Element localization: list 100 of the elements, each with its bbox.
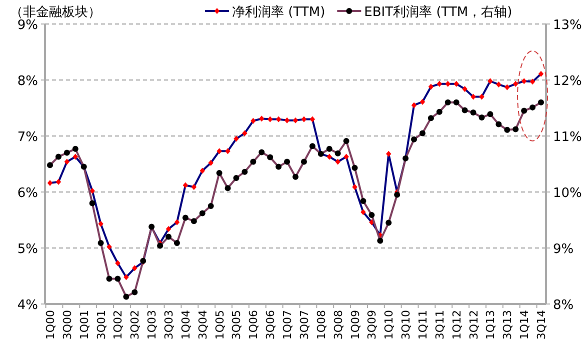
point — [234, 136, 239, 142]
point — [309, 143, 316, 150]
point — [190, 218, 197, 224]
point — [106, 276, 112, 282]
point — [242, 130, 248, 136]
point — [360, 209, 366, 216]
x-tick-label: 1Q10 — [382, 310, 396, 340]
point — [326, 146, 332, 152]
point — [191, 184, 197, 190]
point — [377, 238, 384, 244]
x-tick-label: 1Q09 — [348, 310, 362, 340]
y2-tick-label: 11% — [553, 130, 582, 145]
point — [513, 80, 518, 87]
x-tick-label: 1Q05 — [213, 310, 226, 340]
x-tick-label: 3Q08 — [332, 310, 345, 340]
point — [250, 118, 256, 124]
point — [420, 98, 426, 105]
point — [419, 130, 426, 136]
point — [242, 168, 248, 175]
x-tick-label: 1Q11 — [416, 310, 430, 340]
point — [182, 182, 188, 188]
x-tick-label: 1Q13 — [484, 310, 498, 340]
point — [115, 260, 120, 266]
point — [394, 192, 400, 198]
point — [292, 174, 298, 180]
x-tick-label: 1Q02 — [112, 310, 125, 340]
chart-title: （非金融板块） — [10, 5, 101, 20]
point — [326, 154, 332, 160]
point — [225, 148, 230, 154]
point — [479, 94, 484, 100]
point — [352, 184, 358, 190]
point — [470, 109, 476, 116]
x-tick-label: 1Q08 — [314, 310, 328, 340]
point — [224, 185, 231, 192]
point — [488, 78, 493, 84]
point — [462, 107, 468, 114]
point — [512, 126, 519, 132]
point — [411, 136, 418, 142]
x-tick-label: 1Q06 — [247, 310, 260, 340]
x-tick-label: 3Q09 — [366, 310, 379, 340]
point — [47, 162, 53, 168]
point — [538, 70, 544, 77]
point — [132, 265, 138, 272]
point — [478, 114, 485, 121]
point — [259, 116, 264, 122]
point — [72, 146, 78, 152]
x-tick-label: 3Q14 — [535, 310, 548, 340]
y-tick-label: 7% — [17, 130, 38, 145]
x-tick-label: 1Q00 — [44, 310, 57, 340]
point — [166, 234, 172, 240]
point — [250, 158, 256, 165]
point — [208, 160, 214, 166]
x-tick-label: 1Q07 — [281, 310, 294, 340]
point — [89, 200, 96, 206]
y2-tick-label: 13% — [553, 18, 582, 33]
point — [233, 175, 240, 181]
point — [284, 117, 290, 124]
x-tick-label: 3Q11 — [433, 310, 446, 340]
point — [462, 86, 468, 92]
point — [132, 289, 138, 296]
x-tick-label: 3Q07 — [298, 310, 311, 340]
point — [258, 149, 265, 156]
x-tick-label: 3Q00 — [60, 310, 74, 340]
point — [436, 108, 442, 115]
y2-tick-label: 8% — [553, 298, 574, 313]
point — [276, 164, 282, 170]
point — [208, 203, 214, 209]
point — [386, 220, 392, 226]
point — [64, 150, 70, 156]
point — [521, 108, 528, 114]
x-tick-label: 1Q03 — [146, 310, 159, 340]
point — [453, 99, 460, 106]
x-tick-label: 3Q02 — [128, 310, 142, 340]
point — [310, 116, 316, 122]
legend-label: EBIT利润率 (TTM，右轴) — [364, 4, 512, 20]
point — [123, 294, 130, 300]
point — [454, 80, 459, 87]
point — [470, 94, 476, 100]
point — [267, 154, 274, 160]
point — [216, 170, 222, 176]
point — [530, 104, 536, 110]
point — [98, 220, 104, 227]
x-tick-label: 3Q06 — [264, 310, 278, 340]
x-tick-label: 1Q04 — [179, 310, 192, 340]
y-tick-label: 6% — [17, 186, 38, 201]
point — [360, 198, 366, 204]
point — [335, 158, 340, 165]
y-tick-label: 4% — [17, 298, 38, 313]
x-tick-label: 3Q04 — [196, 310, 210, 340]
point — [504, 126, 510, 133]
y2-tick-label: 10% — [553, 186, 582, 201]
x-tick-label: 3Q13 — [501, 310, 514, 340]
y-tick-label: 8% — [17, 74, 38, 89]
point — [199, 210, 206, 216]
point — [300, 158, 307, 165]
y-tick-label: 5% — [17, 242, 38, 257]
point — [487, 111, 494, 118]
point — [436, 80, 442, 87]
point — [174, 219, 180, 226]
point — [301, 116, 307, 122]
